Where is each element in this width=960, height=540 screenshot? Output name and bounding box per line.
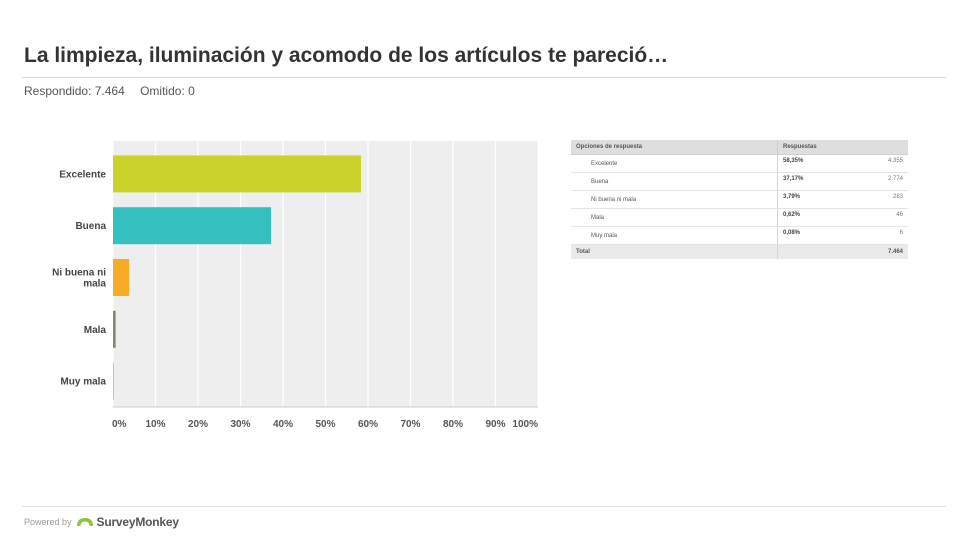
column-header-options: Opciones de respuesta [571, 140, 778, 155]
surveymonkey-brand[interactable]: SurveyMonkey [96, 515, 180, 529]
table-row: Ni buena ni mala 3,79% 283 [571, 190, 908, 209]
x-tick-label: 80% [443, 419, 463, 430]
category-label-line: Ni buena ni [52, 268, 106, 279]
x-tick-label: 70% [400, 419, 420, 430]
row-percent: 58,35% [783, 158, 804, 164]
bar-2 [113, 207, 271, 245]
x-tick-label: 90% [485, 419, 505, 430]
row-label: Excelente [571, 154, 778, 173]
powered-by-text: Powered by [24, 517, 72, 527]
row-count: 283 [892, 194, 903, 200]
bar-4 [113, 310, 116, 348]
table-header-row: Opciones de respuesta Respuestas [571, 140, 908, 155]
x-tick-label: 10% [145, 419, 165, 430]
bar-5 [113, 362, 114, 400]
table-row: Buena 37,17% 2.774 [571, 172, 908, 191]
category-label-line: Muy mala [60, 377, 106, 388]
row-label: Mala [571, 208, 778, 227]
row-values: 0,08% 6 [777, 226, 908, 245]
x-tick-label: 20% [188, 419, 208, 430]
bars [113, 155, 361, 400]
skipped-count: Omitido: 0 [140, 84, 195, 98]
page-title: La limpieza, iluminación y acomodo de lo… [24, 44, 669, 67]
bar-3 [113, 259, 130, 296]
category-label-line: mala [83, 279, 106, 290]
row-count: 4.355 [887, 158, 903, 164]
x-tick-label: 100% [512, 419, 538, 430]
header-divider [22, 77, 946, 78]
bar-1 [113, 155, 361, 193]
total-value: 7.464 [777, 244, 908, 259]
row-values: 37,17% 2.774 [777, 172, 908, 191]
row-percent: 37,17% [783, 176, 804, 182]
responses-table: Opciones de respuesta Respuestas Excelen… [571, 140, 908, 259]
x-tick-label: 60% [358, 419, 378, 430]
category-label: Buena [75, 221, 106, 232]
row-percent: 0,62% [783, 212, 801, 218]
row-percent: 0,08% [783, 230, 801, 236]
surveymonkey-logo-icon[interactable] [76, 517, 94, 527]
total-label: Total [571, 244, 778, 259]
row-count: 6 [899, 230, 903, 236]
row-values: 0,62% 46 [777, 208, 908, 227]
x-tick-label: 30% [230, 419, 250, 430]
answered-count: Respondido: 7.464 [24, 84, 125, 98]
row-values: 58,35% 4.355 [777, 154, 908, 173]
x-tick-label: 50% [315, 419, 335, 430]
category-label-line: Mala [84, 325, 107, 336]
bar-chart: Excelente Buena Ni buena ni mala Mala Muy mal… [52, 141, 539, 430]
category-label: Mala [84, 325, 107, 336]
row-label: Buena [571, 172, 778, 191]
category-label-line: Buena [75, 221, 106, 232]
row-percent: 3,79% [783, 194, 801, 200]
row-label: Muy mala [571, 226, 778, 245]
row-label: Ni buena ni mala [571, 190, 778, 209]
x-tick-label: 40% [273, 419, 293, 430]
footer: Powered by SurveyMonkey [24, 515, 179, 529]
table-row: Muy mala 0,08% 6 [571, 226, 908, 245]
response-summary: Respondido: 7.464 Omitido: 0 [24, 84, 195, 98]
footer-divider [22, 506, 946, 507]
row-count: 2.774 [887, 176, 903, 182]
category-label-line: Excelente [59, 169, 106, 180]
column-header-responses: Respuestas [777, 140, 908, 155]
table-total-row: Total 7.464 [571, 244, 908, 259]
row-count: 46 [896, 212, 903, 218]
x-tick-label: 0% [112, 419, 127, 430]
table-row: Excelente 58,35% 4.355 [571, 154, 908, 173]
row-values: 3,79% 283 [777, 190, 908, 209]
table-row: Mala 0,62% 46 [571, 208, 908, 227]
category-labels: Excelente Buena Ni buena ni mala Mala Muy mal… [52, 169, 106, 387]
x-tick-labels: 0% 10% 20% 30% 40% 50% 60% 70% 80% 90% 100% [112, 419, 538, 430]
category-label: Muy mala [60, 377, 106, 388]
category-label: Ni buena ni mala [52, 268, 106, 290]
category-label: Excelente [59, 169, 106, 180]
